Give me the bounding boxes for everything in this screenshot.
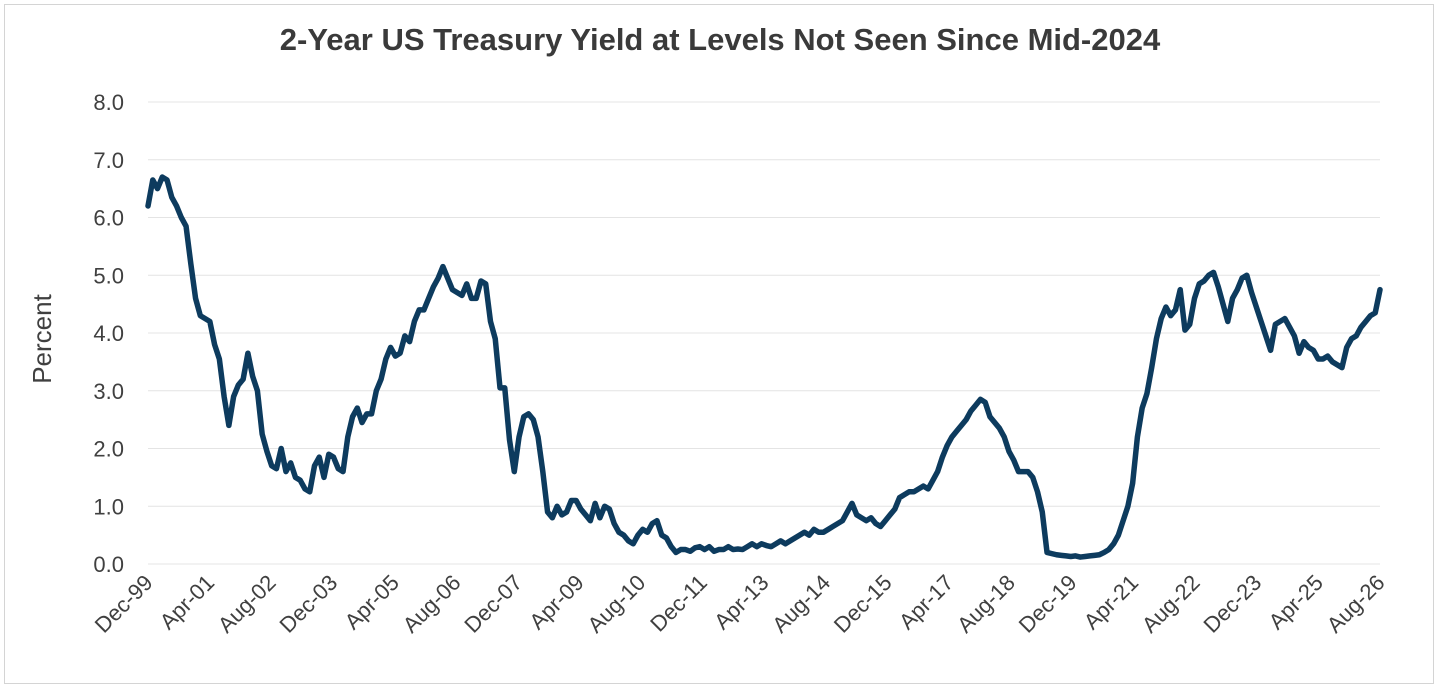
x-tick-label: Dec-15 xyxy=(829,570,897,638)
x-tick-label: Apr-01 xyxy=(155,570,219,634)
x-tick-label: Aug-26 xyxy=(1322,570,1390,638)
y-tick-label: 5.0 xyxy=(93,263,124,288)
x-tick-label: Aug-14 xyxy=(767,570,835,638)
x-tick-label: Aug-02 xyxy=(213,570,281,638)
x-tick-label: Aug-18 xyxy=(952,570,1020,638)
y-axis-label: Percent xyxy=(27,293,57,383)
x-tick-label: Apr-17 xyxy=(894,570,958,634)
x-tick-label: Dec-99 xyxy=(90,570,158,638)
chart-title: 2-Year US Treasury Yield at Levels Not S… xyxy=(279,22,1161,57)
y-tick-label: 0.0 xyxy=(93,552,124,577)
x-tick-label: Aug-22 xyxy=(1137,570,1205,638)
y-tick-label: 2.0 xyxy=(93,437,124,462)
x-tick-label: Dec-23 xyxy=(1199,570,1267,638)
x-tick-label: Dec-19 xyxy=(1014,570,1082,638)
x-tick-label: Apr-13 xyxy=(709,570,773,634)
y-tick-label: 4.0 xyxy=(93,321,124,346)
x-tick-label: Apr-05 xyxy=(340,570,404,634)
x-tick-label: Dec-03 xyxy=(275,570,343,638)
y-tick-label: 6.0 xyxy=(93,206,124,231)
x-tick-label: Aug-10 xyxy=(582,570,650,638)
x-tick-label: Apr-25 xyxy=(1264,570,1328,634)
y-tick-label: 1.0 xyxy=(93,494,124,519)
x-tick-label: Apr-09 xyxy=(524,570,588,634)
y-tick-label: 8.0 xyxy=(93,90,124,115)
x-tick-label: Dec-07 xyxy=(459,570,527,638)
x-tick-label: Apr-21 xyxy=(1079,570,1143,634)
x-tick-label: Aug-06 xyxy=(398,570,466,638)
y-tick-label: 7.0 xyxy=(93,148,124,173)
chart-frame xyxy=(4,4,1434,684)
y-tick-label: 3.0 xyxy=(93,379,124,404)
yield-series-line xyxy=(145,174,1383,560)
x-tick-label: Dec-11 xyxy=(645,570,712,637)
